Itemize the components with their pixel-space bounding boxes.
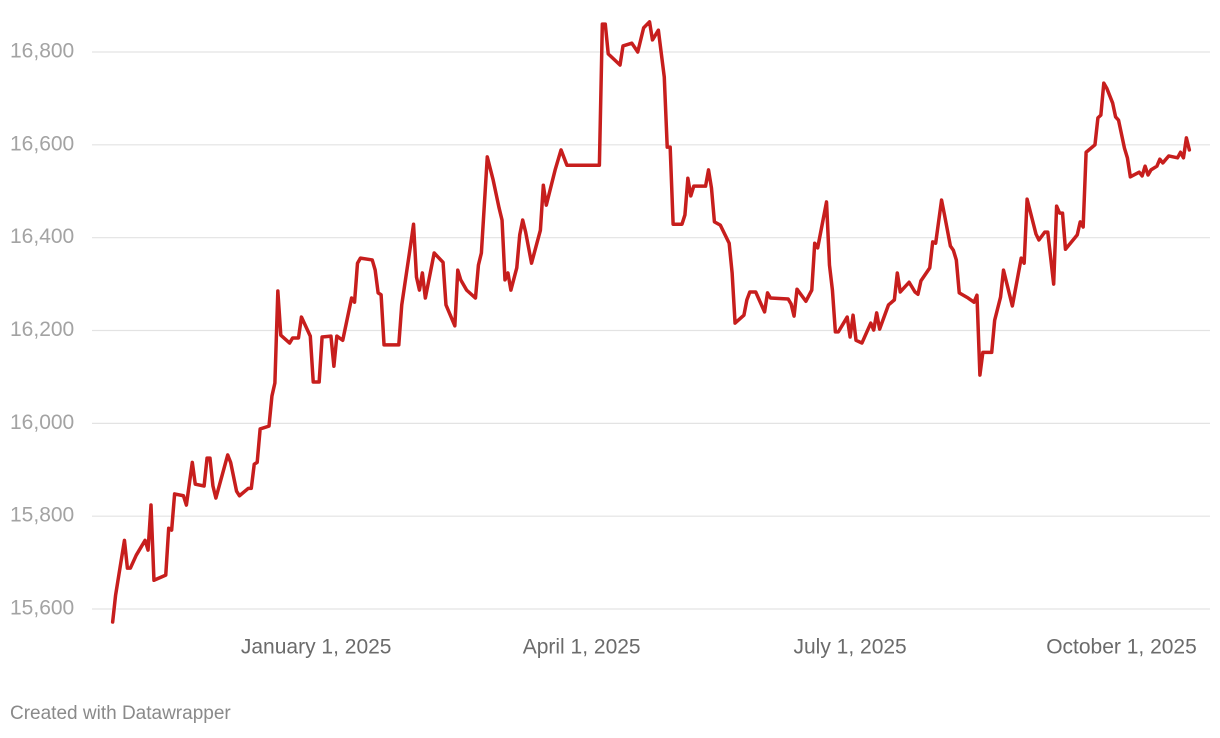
y-tick-label: 15,600 <box>10 597 74 620</box>
credit: Created with Datawrapper <box>10 703 231 724</box>
y-tick-label: 16,600 <box>10 132 74 155</box>
x-tick-label: October 1, 2025 <box>1046 636 1197 659</box>
x-tick-label: April 1, 2025 <box>523 636 641 659</box>
y-tick-label: 16,800 <box>10 40 74 63</box>
x-tick-label: July 1, 2025 <box>793 636 906 659</box>
y-tick-label: 16,200 <box>10 318 74 341</box>
y-tick-label: 15,800 <box>10 504 74 527</box>
y-tick-label: 16,000 <box>10 411 74 434</box>
x-tick-label: January 1, 2025 <box>241 636 392 659</box>
data-line <box>110 20 1192 624</box>
y-tick-label: 16,400 <box>10 225 74 248</box>
